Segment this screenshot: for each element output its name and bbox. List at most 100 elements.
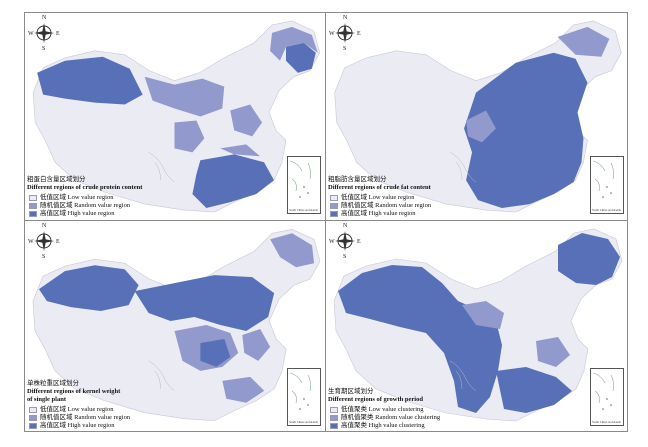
region-random-northeast — [270, 233, 315, 268]
compass-s-label: S — [343, 254, 347, 260]
legend-item-low: 低值区域 Low value region — [29, 406, 130, 414]
north-arrow: N W E S — [328, 15, 362, 53]
compass-s-label: S — [343, 46, 347, 52]
legend-swatch-random — [330, 203, 338, 209]
legend-item-high: 高值区域 High value region — [29, 422, 130, 430]
legend-item-random: 随机值聚类 Random value clustering — [330, 414, 440, 422]
south-china-sea-inset: South China sea Islands — [287, 368, 321, 426]
panel-title-en-line1: Different regions of kernel weight — [27, 388, 121, 395]
legend-swatch-high — [29, 211, 37, 217]
map-panel-crude-protein: N W E S South China sea Islands 粗蛋白含量区域划… — [25, 13, 326, 221]
legend-item-random: 随机值区域 Random value region — [330, 202, 431, 210]
region-random-south — [222, 376, 265, 403]
islands-inset-map — [592, 160, 614, 198]
compass-rose-icon — [335, 23, 355, 43]
river-lines — [148, 360, 175, 391]
river-lines — [148, 152, 175, 183]
compass-e-label: E — [56, 31, 60, 37]
region-random-south — [536, 337, 570, 367]
legend-swatch-high — [330, 423, 338, 429]
compass-n-label: N — [42, 223, 47, 229]
islands-inset-map — [592, 372, 614, 410]
panel-title-en-line2: of single plant — [27, 396, 67, 403]
region-random-east — [242, 328, 271, 361]
compass-w-label: W — [28, 239, 34, 245]
region-random-center — [466, 110, 496, 143]
legend-swatch-random — [29, 415, 37, 421]
region-high-south — [496, 367, 572, 413]
north-arrow: N W E S — [27, 223, 61, 261]
region-random-center — [462, 301, 504, 329]
inset-label: South China sea Islands — [592, 420, 621, 424]
river-lines — [450, 152, 477, 183]
compass-rose-icon — [34, 23, 54, 43]
legend-item-random: 随机值区域 Random value region — [29, 414, 130, 422]
legend-item-low: 低值区域 Low value region — [330, 194, 431, 202]
region-high-west — [37, 56, 143, 105]
islands-inset-map — [289, 372, 311, 410]
inset-label: South China sea Islands — [289, 208, 318, 212]
south-china-sea-inset: South China sea Islands — [590, 156, 624, 214]
compass-e-label: E — [357, 31, 361, 37]
map-panel-crude-fat: N W E S South China sea Islands 粗脂肪含量区域划… — [326, 13, 628, 221]
region-high-west — [38, 265, 139, 312]
compass-w-label: W — [329, 31, 335, 37]
panel-title-cn: 粗脂肪含量区域划分 — [328, 176, 387, 183]
legend-swatch-low — [330, 195, 338, 201]
legend-swatch-random — [330, 415, 338, 421]
legend-item-high: 高值区域 High value region — [29, 210, 142, 218]
panel-title-en: Different regions of crude protein conte… — [27, 184, 143, 191]
region-high-main — [464, 52, 588, 209]
legend-item-random: 随机值区域 Random value region — [29, 202, 142, 210]
panel-title-cn: 粗蛋白含量区域划分 — [27, 176, 86, 183]
compass-n-label: N — [42, 15, 47, 21]
legend-kernel-weight: 单株粒重区域划分 Different regions of kernel wei… — [27, 380, 130, 430]
compass-rose-icon — [335, 231, 355, 251]
region-high-central — [200, 338, 231, 367]
panel-title-cn: 生育期区域划分 — [328, 388, 374, 395]
region-random-south — [220, 144, 261, 157]
legend-swatch-high — [330, 211, 338, 217]
legend-crude-fat: 粗脂肪含量区域划分 Different regions of crude fat… — [328, 176, 431, 218]
south-china-sea-inset: South China sea Islands — [590, 368, 624, 426]
panel-title-en: Different regions of growth period — [328, 396, 423, 403]
compass-n-label: N — [343, 15, 348, 21]
islands-inset-map — [289, 160, 311, 198]
legend-item-low: 低值区域 Low value region — [29, 194, 142, 202]
compass-s-label: S — [42, 254, 46, 260]
compass-rose-icon — [34, 231, 54, 251]
china-map-growth-period — [333, 228, 623, 422]
compass-s-label: S — [42, 46, 46, 52]
panel-title-en: Different regions of crude fat content — [328, 184, 431, 191]
inset-label: South China sea Islands — [289, 420, 318, 424]
region-high-northeast — [558, 233, 620, 285]
legend-swatch-low — [29, 407, 37, 413]
inset-label: South China sea Islands — [592, 208, 621, 212]
legend-crude-protein: 粗蛋白含量区域划分 Different regions of crude pro… — [27, 176, 142, 218]
figure-frame: N W E S South China sea Islands 粗蛋白含量区域划… — [24, 12, 628, 432]
legend-swatch-low — [330, 407, 338, 413]
region-high-northeast — [285, 42, 316, 73]
region-random-top — [557, 26, 610, 57]
compass-w-label: W — [28, 31, 34, 37]
region-random-northeast — [270, 26, 318, 61]
region-random-east — [230, 104, 263, 137]
legend-item-high: 高值区域 High value region — [330, 210, 431, 218]
river-lines — [449, 360, 477, 392]
legend-item-low: 低值聚类 Low value clustering — [330, 406, 440, 414]
panel-title-cn: 单株粒重区域划分 — [27, 380, 79, 387]
compass-w-label: W — [329, 239, 335, 245]
china-map-crude-protein — [32, 20, 321, 213]
legend-swatch-low — [29, 195, 37, 201]
region-random-north — [144, 76, 225, 117]
compass-e-label: E — [56, 239, 60, 245]
compass-e-label: E — [357, 239, 361, 245]
legend-swatch-random — [29, 203, 37, 209]
region-high-west — [338, 265, 502, 413]
north-arrow: N W E S — [27, 15, 61, 53]
region-random-center — [174, 120, 205, 153]
north-arrow: N W E S — [328, 223, 362, 261]
legend-item-high: 高值聚类 High value clustering — [330, 422, 440, 430]
south-china-sea-inset: South China sea Islands — [287, 156, 321, 214]
map-panel-kernel-weight: N W E S South China sea Islands 单株粒重区域划分… — [25, 221, 326, 432]
